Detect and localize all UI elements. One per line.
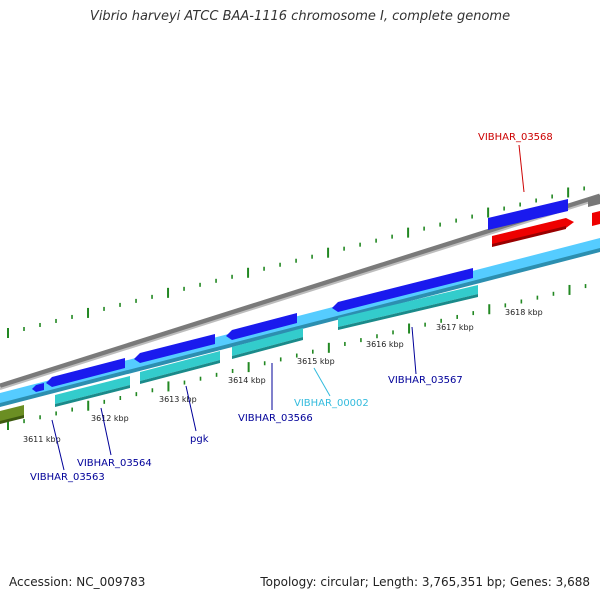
- cds-feature: [134, 334, 215, 363]
- gene-feature: [338, 285, 478, 327]
- map-title: Vibrio harveyi ATCC BAA-1116 chromosome …: [89, 9, 511, 24]
- gene-feature: [232, 337, 303, 359]
- gene-label-vibhar-03563[interactable]: VIBHAR_03563: [30, 472, 105, 483]
- gene-label-vibhar-03567[interactable]: VIBHAR_03567: [388, 375, 463, 386]
- gene-track: [55, 285, 478, 407]
- tick-label: 3617 kbp: [436, 323, 474, 332]
- tick-label: 3616 kbp: [366, 340, 404, 349]
- gene-feature: [140, 360, 220, 384]
- tick-label: 3611 kbp: [23, 435, 61, 444]
- gene-label-vibhar-00002[interactable]: VIBHAR_00002: [294, 398, 369, 409]
- cds-feature: [332, 268, 473, 312]
- cds-feature: [488, 199, 568, 230]
- mrna-track: [0, 238, 600, 407]
- cds-feature-reverse: [592, 211, 600, 226]
- chromosome-backbone: [0, 193, 600, 390]
- gene-label-vibhar-03566[interactable]: VIBHAR_03566: [238, 413, 313, 424]
- gene-feature: [232, 328, 303, 356]
- cds-feature: [46, 358, 125, 387]
- cds-feature-reverse: [492, 218, 574, 246]
- gene-feature: [55, 385, 130, 407]
- tick-label: 3618 kbp: [505, 308, 543, 317]
- gene-label-pgk[interactable]: pgk: [190, 434, 209, 445]
- misc-feature: [0, 405, 24, 424]
- cds-forward-track: [32, 268, 473, 392]
- gene-label-vibhar-03568[interactable]: VIBHAR_03568: [478, 132, 553, 143]
- gene-label-vibhar-03564[interactable]: VIBHAR_03564: [77, 458, 152, 469]
- tick-label: 3613 kbp: [159, 395, 197, 404]
- tick-label: 3615 kbp: [297, 357, 335, 366]
- tick-label: 3612 kbp: [91, 414, 129, 423]
- gene-feature: [140, 351, 220, 381]
- label-leaders: [51, 144, 525, 471]
- cds-feature: [226, 313, 297, 340]
- upper-right-features: [488, 195, 600, 247]
- cds-feature: [32, 383, 44, 392]
- tick-label: 3614 kbp: [228, 376, 266, 385]
- gene-feature: [55, 376, 130, 404]
- tick-ruler-upper: [7, 186, 585, 338]
- gene-feature: [338, 294, 478, 330]
- genome-summary-text: Topology: circular; Length: 3,765,351 bp…: [260, 575, 590, 589]
- accession-text: Accession: NC_009783: [9, 575, 146, 589]
